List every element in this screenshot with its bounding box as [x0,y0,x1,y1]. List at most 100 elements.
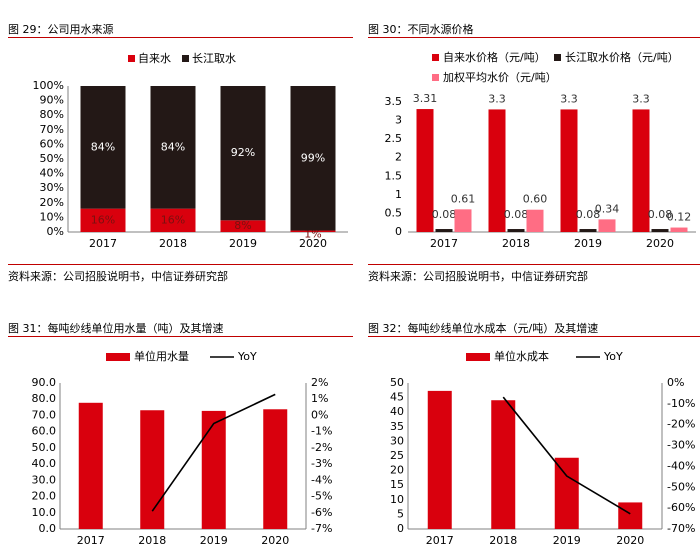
c31-x-tick-label: 2017 [77,534,105,547]
c29-x-tick-label: 2018 [159,237,187,250]
c29-y-tick-label: 30% [40,181,64,194]
c32-bar [491,400,516,529]
c30-data-label: 0.12 [667,211,692,224]
c32-y-tick-label: 5 [397,507,404,520]
c30-data-label: 3.3 [488,92,506,105]
c30-legend-label: 自来水价格（元/吨） [443,50,546,64]
c30-x-tick-label: 2020 [646,237,674,250]
c30-bar-weighted [454,209,472,232]
c31-y-tick-label: 50.0 [32,441,57,454]
c31-x-tick-label: 2020 [261,534,289,547]
chart29-source: 资料来源：公司招股说明书，中信证券研究部 [8,270,228,283]
c29-bar-tap [80,208,126,232]
c31-legend-label: YoY [237,350,257,363]
chart32-title: 图 32：每吨纱线单位水成本（元/吨）及其增速 [368,322,599,335]
c32-x-tick-label: 2018 [489,534,517,547]
c30-legend-swatch [432,54,439,61]
c31-y-tick-label: 20.0 [32,490,57,503]
c30-y-tick-label: 3 [395,114,402,127]
c32-yoy-line [502,396,631,515]
c31-bar [263,409,288,529]
c30-legend-swatch [554,54,561,61]
c29-data-label: 84% [161,140,185,153]
c31-x-tick-label: 2019 [200,534,228,547]
c31-y-tick-label: 90.0 [32,376,57,389]
c32-y-tick-label: 35 [390,420,404,433]
c30-bar-tap [632,109,650,232]
c32-y2-tick-label: -70% [667,522,695,535]
c30-bar-tap [488,109,506,232]
c29-bar-river [290,86,336,231]
c31-y-tick-label: 0.0 [39,522,57,535]
c29-bar-tap [220,220,266,232]
c30-data-label: 3.3 [560,92,578,105]
c32-y-tick-label: 30 [390,434,404,447]
c32-y-tick-label: 25 [390,449,404,462]
c31-y2-tick-label: 1% [311,392,328,405]
c32-y-tick-label: 10 [390,493,404,506]
c31-y2-tick-label: -3% [311,457,332,470]
c31-legend-label: 单位用水量 [134,349,189,363]
c29-bar-tap [290,230,336,232]
c30-x-tick-label: 2017 [430,237,458,250]
c29-data-label: 16% [161,213,185,226]
c31-y-tick-label: 30.0 [32,473,57,486]
c30-bar-weighted [598,219,616,232]
c29-y-tick-label: 60% [40,137,64,150]
c29-data-label: 99% [301,151,325,164]
c30-y-tick-label: 3.5 [385,95,403,108]
c30-bar-river [435,229,453,232]
c32-y-tick-label: 40 [390,405,404,418]
c32-x-tick-label: 2019 [553,534,581,547]
c31-bar [140,410,165,529]
c29-data-label: 92% [231,146,255,159]
c32-legend-label: YoY [603,350,623,363]
c31-y2-tick-label: -1% [311,425,332,438]
c32-y-tick-label: 50 [390,376,404,389]
c32-y-tick-label: 15 [390,478,404,491]
c32-bar [618,502,643,529]
c30-y-tick-label: 2.5 [385,132,403,145]
c31-y2-tick-label: -6% [311,506,332,519]
c30-y-tick-label: 2 [395,151,402,164]
c30-data-label: 0.08 [576,208,601,221]
c32-y2-tick-label: -60% [667,501,695,514]
c32-bar [554,457,579,529]
c32-y-tick-label: 45 [390,391,404,404]
c31-bar [201,410,226,529]
chart30-source: 资料来源：公司招股说明书，中信证券研究部 [368,270,588,283]
c29-y-tick-label: 90% [40,94,64,107]
c29-x-tick-label: 2019 [229,237,257,250]
c32-y2-tick-label: -10% [667,397,695,410]
c31-y2-tick-label: -2% [311,441,332,454]
c29-legend-swatch [128,55,135,62]
chart29-title: 图 29：公司用水来源 [8,23,114,36]
c32-y-tick-label: 20 [390,464,404,477]
c31-y-tick-label: 10.0 [32,506,57,519]
c29-y-tick-label: 0% [47,225,64,238]
c29-legend-label: 长江取水 [192,52,236,65]
c30-legend-label: 长江取水价格（元/吨） [565,50,679,64]
c32-y2-tick-label: -40% [667,459,695,472]
c31-y2-tick-label: -4% [311,473,332,486]
c30-data-label: 0.08 [504,208,529,221]
chart32-top-rule [368,336,700,337]
c29-legend-swatch [182,55,189,62]
c30-data-label: 3.3 [632,92,650,105]
c30-data-label: 0.34 [595,202,620,215]
c30-data-label: 0.61 [451,192,476,205]
c32-y2-tick-label: -50% [667,480,695,493]
c30-x-tick-label: 2018 [502,237,530,250]
c29-y-tick-label: 80% [40,108,64,121]
c32-legend-label: 单位水成本 [494,349,549,363]
c31-y-tick-label: 70.0 [32,408,57,421]
c32-x-tick-label: 2017 [426,534,454,547]
c29-data-label: 16% [91,213,115,226]
c31-yoy-line [151,393,276,512]
c32-y-tick-label: 0 [397,522,404,535]
c29-legend-label: 自来水 [138,52,171,65]
c31-y2-tick-label: -7% [311,522,332,535]
c31-y2-tick-label: 2% [311,376,328,389]
c30-bar-weighted [526,209,544,232]
chart31-title: 图 31：每吨纱线单位用水量（吨）及其增速 [8,322,224,335]
